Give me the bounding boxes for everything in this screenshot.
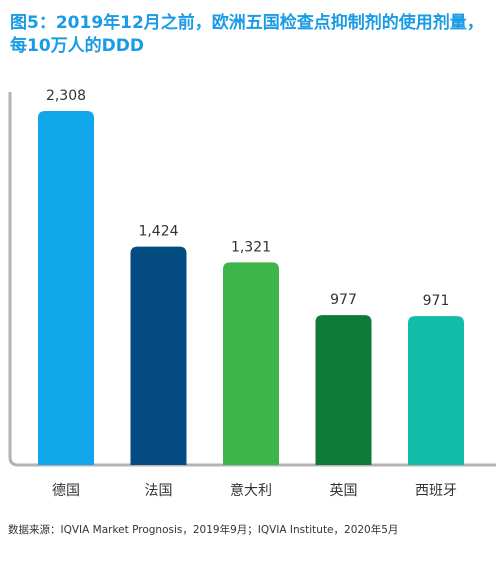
category-label-5: 西班牙 <box>415 483 457 499</box>
chart-title: 图5：2019年12月之前，欧洲五国检查点抑制剂的使用剂量，每10万人的DDD <box>10 13 484 56</box>
bar-5 <box>408 316 464 465</box>
data-source-note: 数据来源：IQVIA Market Prognosis，2019年9月；IQVI… <box>8 524 399 536</box>
value-label-5: 971 <box>423 293 450 309</box>
value-label-4: 977 <box>330 292 357 308</box>
bar-3 <box>223 262 279 465</box>
chart-value-labels: 2,308 1,424 1,321 977 971 <box>46 88 449 309</box>
bar-4 <box>315 315 372 465</box>
chart-bars <box>38 111 464 465</box>
bar-2 <box>130 246 187 465</box>
category-label-2: 法国 <box>145 483 173 499</box>
category-label-1: 德国 <box>52 483 80 499</box>
category-label-3: 意大利 <box>230 482 272 499</box>
value-label-1: 2,308 <box>46 88 86 104</box>
bar-1 <box>38 111 94 465</box>
chart-axis-line <box>8 92 496 467</box>
chart-axes <box>8 92 496 467</box>
value-label-3: 1,321 <box>231 239 271 255</box>
category-label-4: 英国 <box>330 482 358 499</box>
value-label-2: 1,424 <box>138 224 178 240</box>
chart-tick-labels: 德国 法国 意大利 英国 西班牙 <box>52 482 457 499</box>
